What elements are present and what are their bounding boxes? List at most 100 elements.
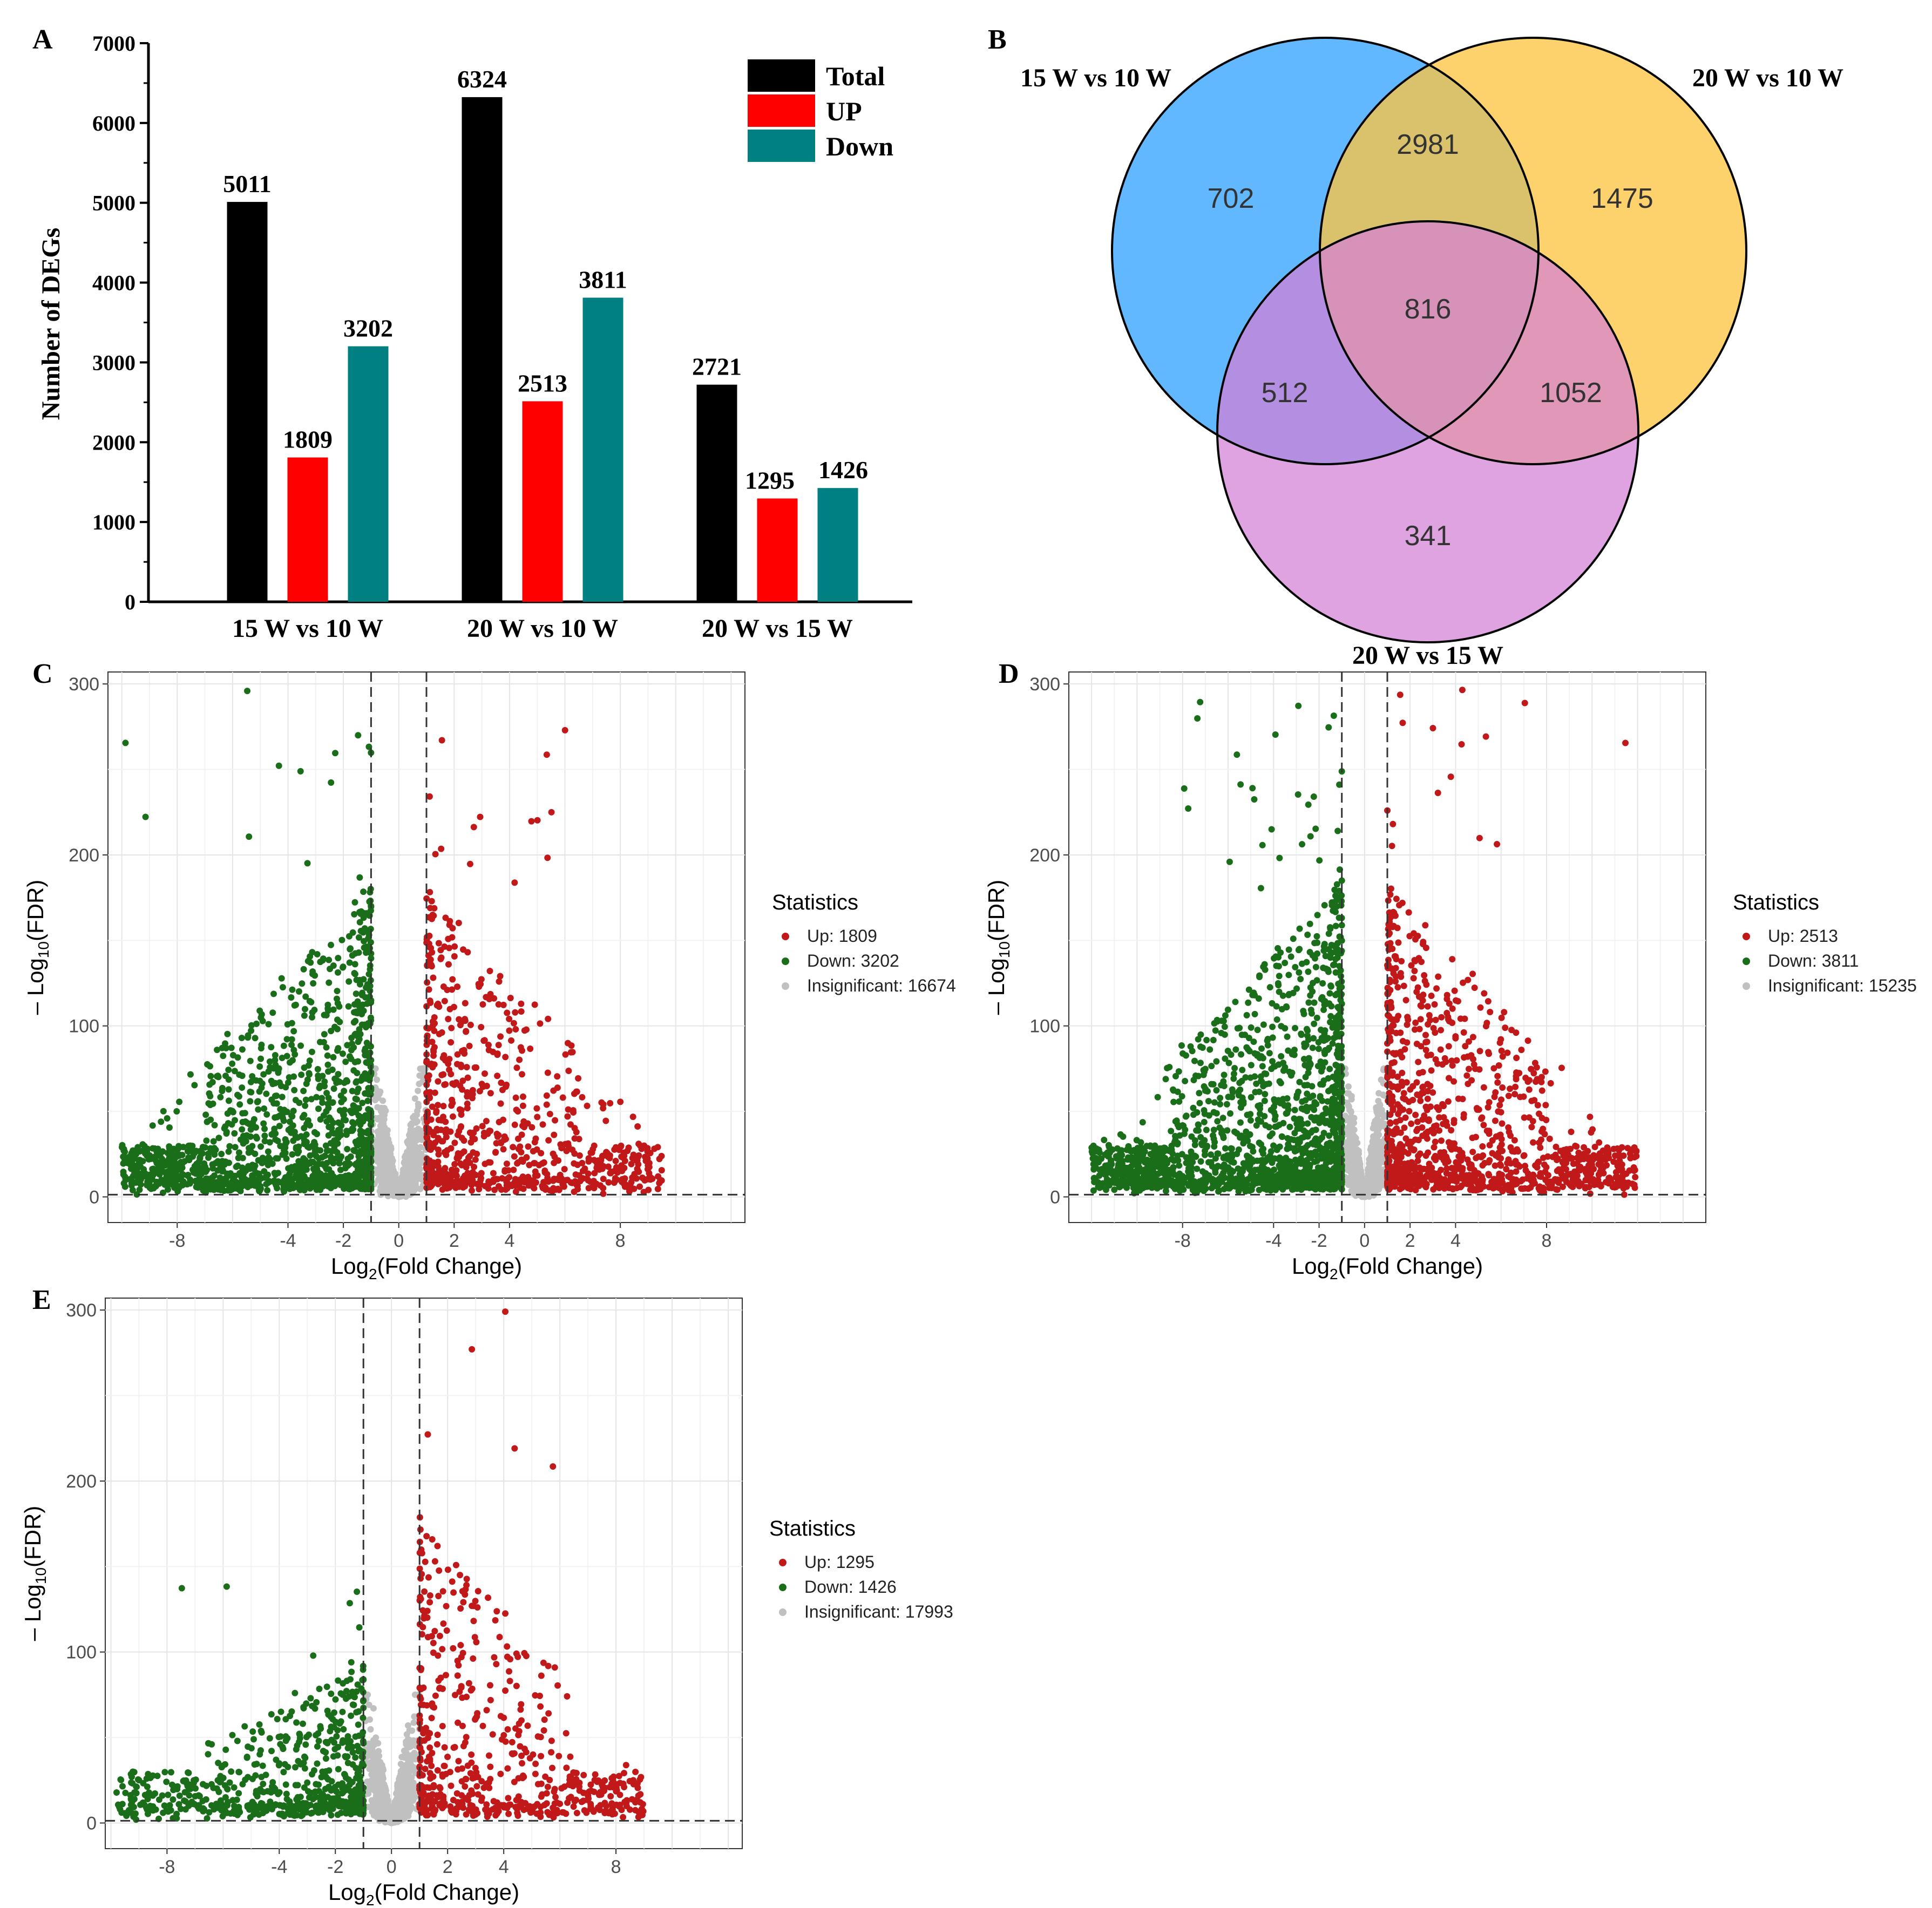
point-insignificant <box>415 1125 422 1132</box>
point-down <box>261 1132 268 1139</box>
point-up <box>510 1166 517 1173</box>
point-down <box>290 1137 297 1144</box>
point-down <box>301 1012 308 1019</box>
point-up <box>440 1103 447 1110</box>
point-down <box>173 1108 180 1115</box>
point-insignificant <box>384 1180 391 1187</box>
x-tick-label: -4 <box>280 1231 296 1251</box>
point-down <box>265 1171 272 1178</box>
point-down <box>292 1097 299 1104</box>
point-up <box>541 1169 548 1176</box>
point-up <box>540 1179 547 1186</box>
point-up <box>511 1153 518 1160</box>
point-up <box>483 994 490 1001</box>
point-up <box>424 1116 431 1123</box>
point-up <box>431 1027 438 1034</box>
point-up <box>438 845 445 852</box>
point-down <box>185 1148 192 1155</box>
point-up <box>441 997 448 1004</box>
point-up <box>635 1152 642 1159</box>
point-up <box>466 1042 473 1049</box>
point-down <box>336 1160 343 1167</box>
point-up <box>628 1160 635 1167</box>
point-up <box>425 1125 432 1132</box>
point-up <box>575 1075 582 1082</box>
venn-count-20v10-20v15: 1052 <box>1540 377 1602 409</box>
bar-value-label: 6324 <box>457 65 507 93</box>
point-up <box>429 1038 436 1045</box>
y-tick-label: 0 <box>89 1187 99 1207</box>
point-down <box>166 1124 173 1131</box>
point-up <box>561 726 568 734</box>
point-down <box>232 1182 239 1189</box>
point-up <box>484 1130 491 1137</box>
point-up <box>575 1172 582 1179</box>
point-insignificant <box>390 1167 397 1174</box>
point-down <box>204 1118 211 1125</box>
point-down <box>209 1165 216 1172</box>
point-up <box>448 1039 455 1046</box>
point-up <box>504 1009 511 1016</box>
point-down <box>337 1092 344 1099</box>
y-tick-label: 4000 <box>92 271 135 295</box>
point-insignificant <box>378 1159 385 1166</box>
point-down <box>367 1071 374 1078</box>
point-up <box>514 1108 521 1115</box>
point-up <box>471 1163 478 1170</box>
point-down <box>348 1047 355 1054</box>
point-up <box>457 1022 464 1029</box>
point-down <box>314 1179 321 1186</box>
point-down <box>363 1172 370 1179</box>
venn-count-only-15v10: 702 <box>1208 183 1255 214</box>
point-up <box>429 949 436 956</box>
point-down <box>247 1126 254 1133</box>
point-up <box>534 1113 541 1121</box>
point-down <box>248 1022 255 1029</box>
point-down <box>284 1079 292 1086</box>
point-down <box>360 914 367 921</box>
point-insignificant <box>377 1164 384 1171</box>
point-down <box>345 978 352 985</box>
point-down <box>164 1186 171 1193</box>
point-down <box>296 1169 303 1176</box>
point-up <box>445 961 452 968</box>
point-down <box>308 1048 315 1055</box>
point-down <box>257 1143 265 1150</box>
point-insignificant <box>391 1176 398 1183</box>
point-up <box>431 1044 438 1051</box>
point-down <box>221 1125 228 1132</box>
x-tick-label: 2 <box>449 1231 459 1251</box>
point-up <box>426 905 433 912</box>
point-up <box>544 1069 551 1076</box>
point-down <box>192 1148 199 1155</box>
point-down <box>335 955 342 962</box>
point-up <box>454 1051 461 1058</box>
point-up <box>477 813 484 820</box>
point-up <box>518 1008 525 1015</box>
point-down <box>257 1014 265 1021</box>
point-insignificant <box>411 1095 418 1102</box>
point-up <box>519 1102 526 1109</box>
point-up <box>512 1094 519 1101</box>
point-up <box>466 1153 473 1160</box>
point-down <box>315 1105 322 1112</box>
point-insignificant <box>374 1076 381 1083</box>
point-insignificant <box>403 1175 410 1182</box>
point-up <box>605 1163 612 1170</box>
point-insignificant <box>1345 1103 1352 1110</box>
point-insignificant <box>415 1149 422 1156</box>
point-down <box>250 1116 257 1123</box>
point-up <box>514 1159 521 1166</box>
point-down <box>247 1057 254 1064</box>
point-up <box>571 1090 578 1097</box>
point-down <box>341 1088 348 1095</box>
point-down <box>211 1145 218 1152</box>
point-down <box>330 1119 337 1126</box>
bar-value-label: 2721 <box>692 353 742 381</box>
point-down <box>166 1155 173 1162</box>
point-down <box>234 1163 241 1170</box>
point-up <box>600 1185 607 1192</box>
point-down <box>297 768 304 775</box>
point-up <box>591 1170 598 1177</box>
point-up <box>605 1179 612 1186</box>
